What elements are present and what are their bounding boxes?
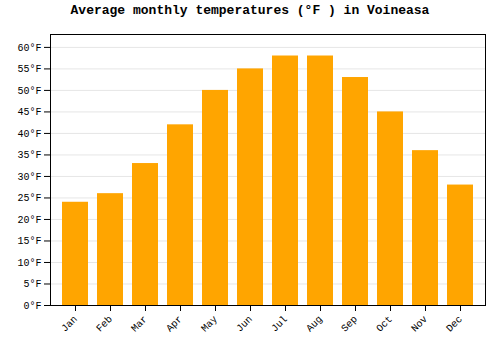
svg-text:55°F: 55°F — [17, 64, 41, 75]
svg-text:Jan: Jan — [59, 314, 80, 335]
svg-text:Apr: Apr — [164, 314, 185, 335]
svg-text:50°F: 50°F — [17, 86, 41, 97]
svg-text:35°F: 35°F — [17, 150, 41, 161]
svg-text:40°F: 40°F — [17, 129, 41, 140]
svg-text:45°F: 45°F — [17, 107, 41, 118]
html-text:Average monthly temperatures (: Average monthly temperatures (°F ) in Vo… — [70, 3, 430, 18]
svg-text:Feb: Feb — [94, 314, 115, 335]
svg-text:Oct: Oct — [374, 314, 395, 335]
svg-text:Nov: Nov — [409, 314, 430, 335]
svg-text:15°F: 15°F — [17, 236, 41, 247]
svg-text:10°F: 10°F — [17, 258, 41, 269]
svg-text:Jul: Jul — [269, 314, 290, 335]
svg-text:Mar: Mar — [129, 314, 150, 335]
svg-text:0°F: 0°F — [23, 301, 41, 312]
svg-text:25°F: 25°F — [17, 193, 41, 204]
svg-text:20°F: 20°F — [17, 215, 41, 226]
svg-text:May: May — [199, 314, 220, 335]
svg-text:Sep: Sep — [339, 314, 360, 335]
svg-text:Aug: Aug — [304, 314, 325, 335]
svg-text:5°F: 5°F — [23, 279, 41, 290]
svg-text:Dec: Dec — [444, 314, 465, 335]
svg-text:60°F: 60°F — [17, 43, 41, 54]
svg-text:Jun: Jun — [234, 314, 255, 335]
svg-text:30°F: 30°F — [17, 172, 41, 183]
